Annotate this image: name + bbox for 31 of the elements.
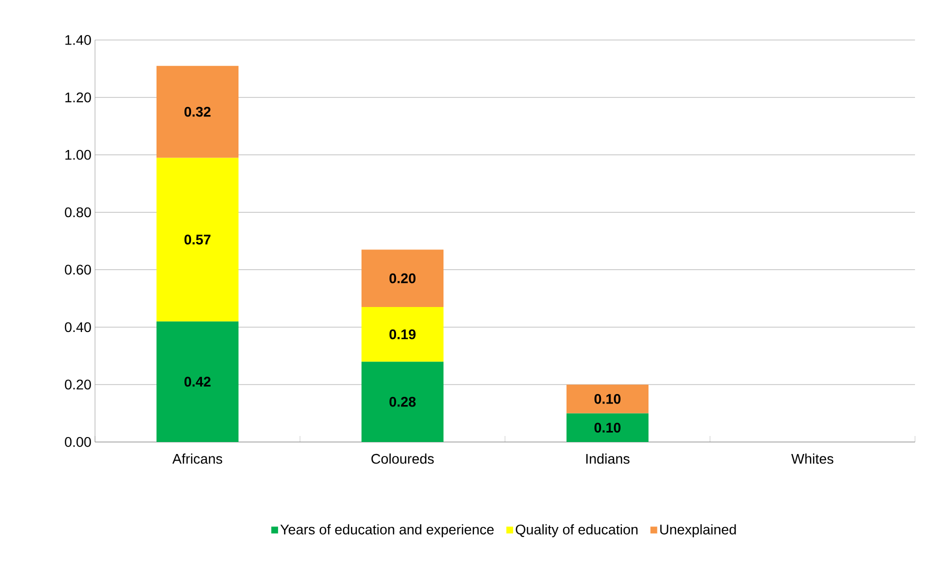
y-tick-label: 0.80: [64, 207, 91, 218]
legend-label: Quality of education: [516, 524, 638, 538]
y-tick-label: 1.40: [65, 35, 91, 45]
bar: [362, 362, 444, 442]
x-tick-label: Indians: [586, 454, 630, 464]
x-tick-label: Whites: [791, 454, 834, 464]
x-tick-label: Africans: [172, 454, 222, 464]
bar: [362, 307, 444, 362]
bar: [156, 158, 239, 322]
bar: [362, 250, 444, 308]
bar: [156, 321, 239, 442]
y-tick-label: 1.00: [65, 150, 91, 160]
x-tick-label: Coloureds: [371, 454, 434, 464]
data-label: 0.42: [184, 376, 211, 387]
bar: [566, 413, 649, 442]
legend-label: Unexplained: [660, 524, 736, 538]
bar: [566, 384, 649, 414]
data-label: 0.19: [389, 329, 416, 340]
y-tick-label: 0.60: [64, 264, 91, 275]
data-label: 0.32: [184, 106, 211, 117]
bar: [156, 66, 239, 158]
y-tick-label: 0.20: [64, 380, 91, 390]
data-label: 0.10: [594, 394, 621, 404]
data-label: 0.20: [389, 273, 416, 284]
data-label: 0.10: [594, 422, 621, 433]
y-tick-label: 0.00: [64, 437, 91, 447]
y-tick-label: 1.20: [65, 92, 91, 102]
legend-label: Years of education and experience: [280, 524, 494, 538]
data-label: 0.57: [184, 234, 210, 245]
y-tick-label: 0.40: [64, 322, 91, 332]
data-label: 0.28: [389, 396, 416, 407]
